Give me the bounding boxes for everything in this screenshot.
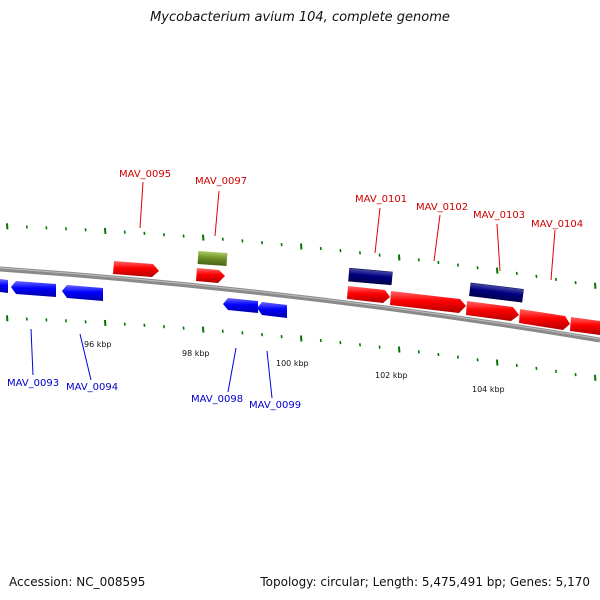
tick-track-inner bbox=[6, 315, 597, 381]
callout-line-mav-0104 bbox=[550, 229, 556, 281]
gene-arrow-mav-0092 bbox=[0, 279, 8, 293]
genome-backbone-highlight bbox=[0, 267, 600, 340]
callout-line-mav-0098 bbox=[227, 347, 237, 393]
gene-arrow-mav-0097 bbox=[196, 268, 225, 283]
feature-bar-olive bbox=[197, 251, 228, 267]
reverse-callouts bbox=[30, 328, 273, 399]
gene-label-mav-0094[interactable]: MAV_0094 bbox=[66, 382, 118, 393]
scale-label-104kbp: 104 kbp bbox=[472, 385, 505, 394]
gene-arrow-mav-0102 bbox=[390, 291, 466, 313]
forward-callouts bbox=[139, 181, 556, 281]
callout-line-mav-0093 bbox=[30, 328, 34, 376]
gene-arrow-mav-0094 bbox=[62, 285, 103, 301]
gene-arrow-mav-0093 bbox=[11, 281, 56, 297]
gene-label-mav-0098[interactable]: MAV_0098 bbox=[191, 394, 243, 405]
gene-label-mav-0097[interactable]: MAV_0097 bbox=[195, 176, 247, 187]
gene-label-mav-0095[interactable]: MAV_0095 bbox=[119, 169, 171, 180]
gene-arrow-mav-0095 bbox=[113, 261, 159, 277]
scale-label-102kbp: 102 kbp bbox=[375, 371, 408, 380]
callout-line-mav-0102 bbox=[433, 214, 441, 262]
callout-line-mav-0095 bbox=[139, 181, 144, 229]
gene-arrow-mav-0098 bbox=[223, 298, 258, 313]
gene-arrow-mav-0099 bbox=[257, 302, 287, 318]
scale-label-96kbp: 96 kbp bbox=[84, 340, 112, 349]
gene-arrow-mav-0101 bbox=[347, 286, 390, 303]
gene-label-mav-0104[interactable]: MAV_0104 bbox=[531, 219, 583, 230]
gene-label-mav-0093[interactable]: MAV_0093 bbox=[7, 378, 59, 389]
gene-label-mav-0102[interactable]: MAV_0102 bbox=[416, 202, 468, 213]
gene-label-mav-0103[interactable]: MAV_0103 bbox=[473, 210, 525, 221]
callout-line-mav-0097 bbox=[214, 190, 220, 237]
gene-arrow-mav-0104 bbox=[519, 309, 570, 330]
gene-label-mav-0101[interactable]: MAV_0101 bbox=[355, 194, 407, 205]
genome-title: Mycobacterium avium 104, complete genome bbox=[150, 10, 450, 25]
gene-arrow-mav-0103 bbox=[466, 301, 519, 321]
forward-gene-track bbox=[113, 251, 600, 335]
reverse-gene-track bbox=[0, 279, 287, 318]
accession-footer: Accession: NC_008595 bbox=[9, 575, 146, 589]
gene-label-mav-0099[interactable]: MAV_0099 bbox=[249, 400, 301, 411]
feature-bar-mav-0103 bbox=[469, 282, 524, 303]
topology-summary-footer: Topology: circular; Length: 5,475,491 bp… bbox=[260, 575, 590, 589]
feature-bar-mav-0101 bbox=[348, 267, 393, 286]
callout-line-mav-0094 bbox=[79, 333, 92, 381]
tick-track-outer bbox=[6, 223, 597, 289]
callout-line-mav-0101 bbox=[374, 207, 381, 254]
callout-line-mav-0099 bbox=[266, 350, 273, 399]
scale-label-100kbp: 100 kbp bbox=[276, 359, 309, 368]
gene-arrow-mav-0105 bbox=[570, 317, 600, 335]
scale-label-98kbp: 98 kbp bbox=[182, 349, 210, 358]
genome-backbone bbox=[0, 266, 600, 343]
callout-line-mav-0103 bbox=[496, 223, 501, 272]
